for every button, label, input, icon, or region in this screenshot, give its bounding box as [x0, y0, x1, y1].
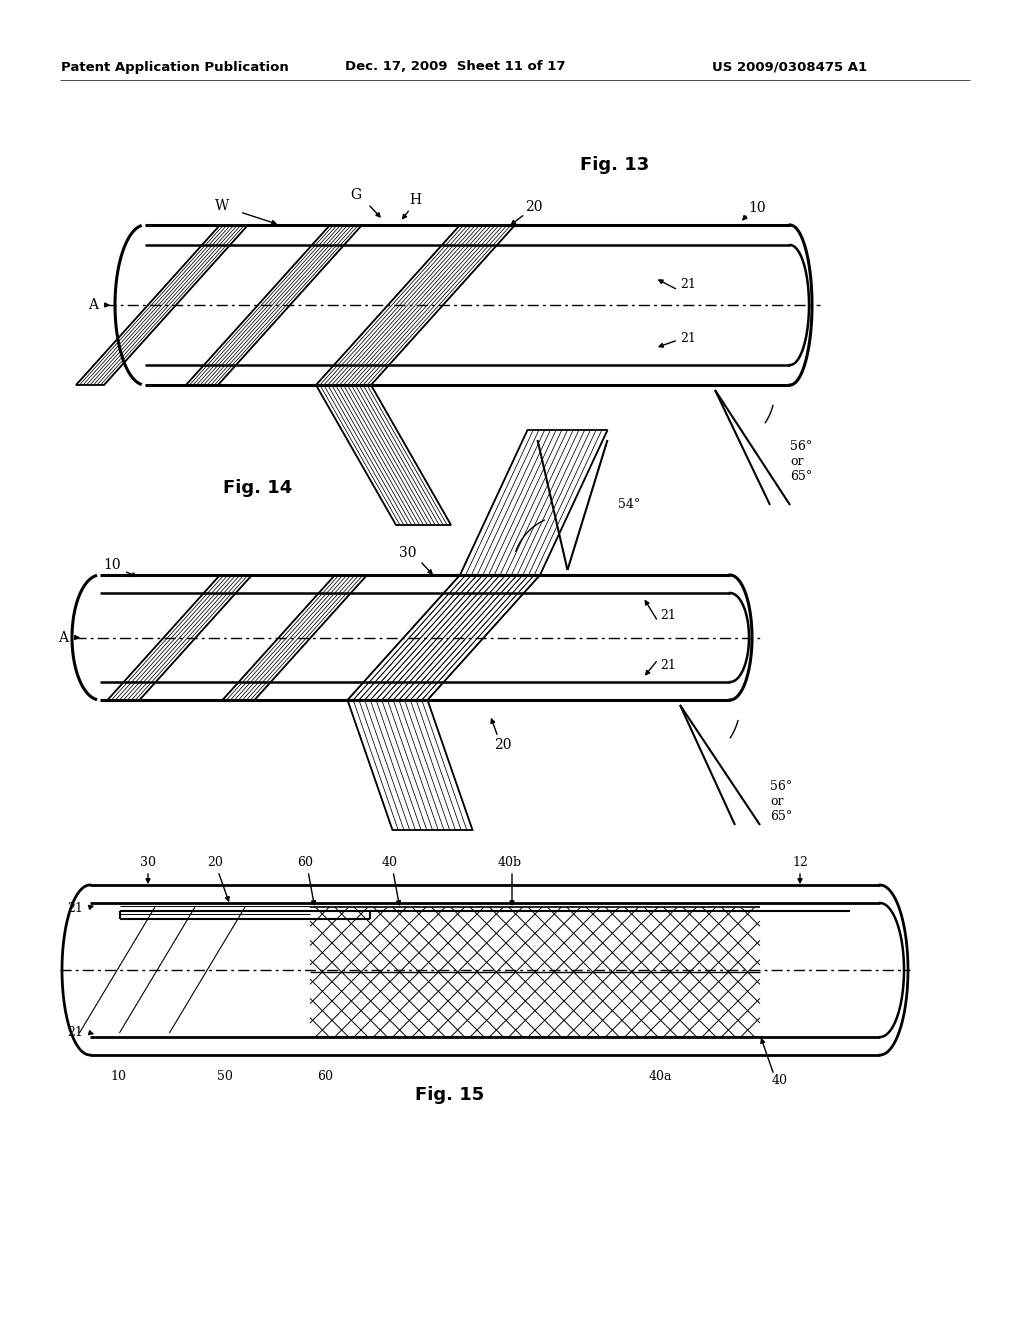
Text: 56°
or
65°: 56° or 65° — [790, 440, 812, 483]
Text: 54°: 54° — [618, 499, 640, 511]
Text: 30: 30 — [140, 857, 156, 870]
Text: US 2009/0308475 A1: US 2009/0308475 A1 — [713, 61, 867, 74]
Text: Fig. 14: Fig. 14 — [223, 479, 293, 498]
Text: 20: 20 — [525, 201, 543, 214]
Text: 10: 10 — [749, 201, 766, 215]
Text: 40a: 40a — [648, 1071, 672, 1084]
Text: Patent Application Publication: Patent Application Publication — [61, 61, 289, 74]
Text: W: W — [215, 199, 229, 213]
Text: 60: 60 — [317, 1071, 333, 1084]
Text: G: G — [350, 187, 361, 202]
Text: 40b: 40b — [498, 857, 522, 870]
Text: 56°
or
65°: 56° or 65° — [770, 780, 793, 822]
Text: 12: 12 — [792, 857, 808, 870]
Text: Fig. 15: Fig. 15 — [416, 1086, 484, 1104]
Text: H: H — [409, 193, 421, 207]
Text: 50: 50 — [217, 1071, 232, 1084]
Text: 21: 21 — [680, 331, 696, 345]
Text: A: A — [58, 631, 68, 644]
Text: 30: 30 — [399, 546, 417, 560]
Text: 20: 20 — [495, 738, 512, 752]
Text: A: A — [88, 298, 98, 312]
Text: 10: 10 — [103, 558, 121, 572]
Text: 21: 21 — [68, 902, 83, 915]
Text: 21: 21 — [660, 609, 676, 622]
Text: 21: 21 — [68, 1026, 83, 1039]
Text: 21: 21 — [680, 279, 696, 292]
Text: 40: 40 — [772, 1073, 788, 1086]
Text: 60: 60 — [297, 857, 313, 870]
Text: 21: 21 — [660, 659, 676, 672]
Text: Dec. 17, 2009  Sheet 11 of 17: Dec. 17, 2009 Sheet 11 of 17 — [345, 61, 565, 74]
Text: Fig. 13: Fig. 13 — [581, 156, 649, 174]
Text: 20: 20 — [207, 857, 223, 870]
Text: 10: 10 — [110, 1071, 126, 1084]
Text: 40: 40 — [382, 857, 398, 870]
